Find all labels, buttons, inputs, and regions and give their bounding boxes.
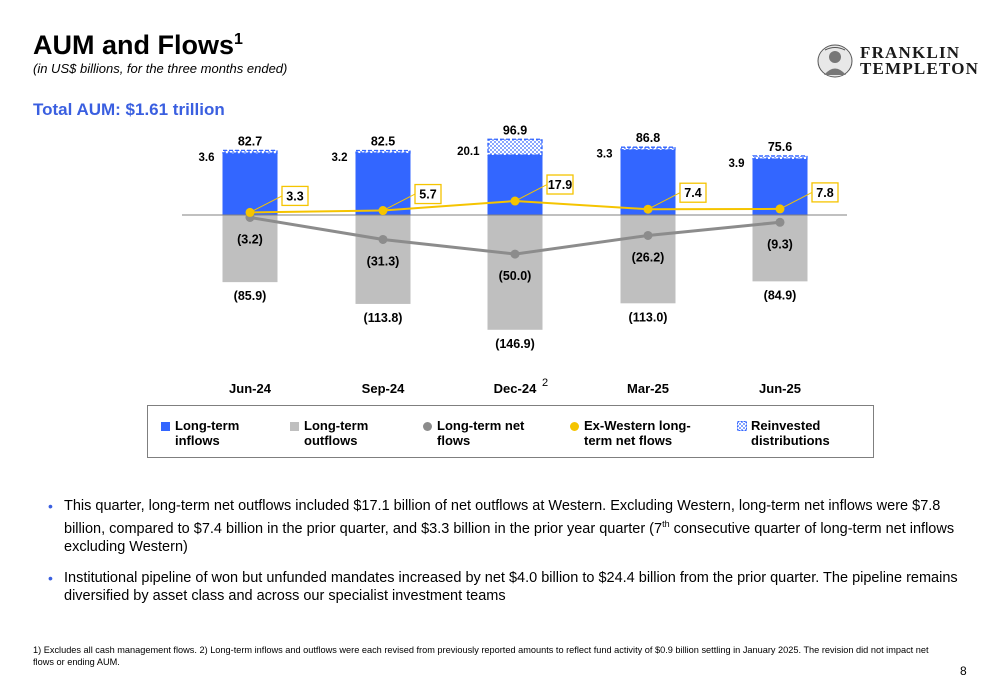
- net-flow-label-sep-24: (31.3): [367, 254, 400, 268]
- ex-western-label-mar-25: 7.4: [684, 186, 701, 200]
- net-flow-label-mar-25: (26.2): [632, 250, 665, 264]
- callout-box-ex-western-mar-25: [679, 182, 707, 203]
- callout-box-ex-western-jun-25: [811, 182, 839, 203]
- bar-reinvested-sep-24: [355, 149, 411, 154]
- outflow-label-jun-25: (84.9): [764, 288, 797, 302]
- leader-ex-western-jun-24: [249, 195, 283, 213]
- legend-swatch-reinvested: [737, 421, 747, 431]
- bar-reinvested-jun-24: [222, 149, 278, 154]
- reinvested-label-sep-24: 3.2: [332, 152, 348, 164]
- point-net-flows-mar-25: [643, 230, 653, 240]
- bar-outflows-mar-25: [620, 215, 676, 304]
- category-label-jun-25: Jun-25: [759, 381, 801, 396]
- page-title: AUM and Flows1: [33, 30, 243, 61]
- logo-word-templeton: TEMPLETON: [860, 59, 980, 78]
- bar-reinvested-dec-24: [487, 138, 543, 156]
- bullet-text: Institutional pipeline of won but unfund…: [64, 569, 958, 604]
- legend-swatch-ex-western: [570, 422, 579, 431]
- chart-legend: Long-term inflows Long-term outflows Lon…: [147, 405, 874, 458]
- bar-outflows-dec-24: [487, 215, 543, 330]
- bar-reinvested-jun-25: [752, 155, 808, 160]
- commentary-bullets: • This quarter, long-term net outflows i…: [48, 497, 958, 618]
- leader-ex-western-mar-25: [647, 192, 681, 210]
- bar-inflows-jun-24: [222, 153, 278, 215]
- net-flow-label-jun-25: (9.3): [767, 237, 793, 251]
- callout-box-ex-western-jun-24: [281, 185, 309, 207]
- net-flow-label-jun-24: (3.2): [237, 233, 263, 247]
- bullet-item: • This quarter, long-term net outflows i…: [48, 497, 958, 556]
- footnote: 1) Excludes all cash management flows. 2…: [33, 645, 929, 667]
- category-label-jun-24: Jun-24: [229, 381, 272, 396]
- ex-western-label-jun-25: 7.8: [816, 186, 833, 200]
- category-label-sep-24: Sep-24: [362, 381, 405, 396]
- bar-inflows-dec-24: [487, 154, 543, 215]
- total-aum: Total AUM: $1.61 trillion: [33, 100, 225, 119]
- callout-box-ex-western-sep-24: [414, 183, 442, 205]
- franklin-portrait-icon: [817, 44, 853, 78]
- logo-word-franklin: FRANKLIN: [860, 43, 961, 62]
- legend-swatch-net-flows: [423, 422, 432, 431]
- legend-swatch-inflows: [161, 422, 170, 431]
- category-label-mar-25: Mar-25: [627, 381, 669, 396]
- legend-label: Long-term net flows: [437, 418, 525, 448]
- point-net-flows-jun-25: [775, 217, 785, 227]
- reinvested-label-jun-25: 3.9: [729, 158, 745, 170]
- total-label-mar-25: 86.8: [636, 131, 660, 145]
- bar-inflows-sep-24: [355, 153, 411, 215]
- total-label-sep-24: 82.5: [371, 135, 395, 149]
- franklin-templeton-logo: FRANKLIN TEMPLETON: [815, 43, 978, 78]
- bar-outflows-sep-24: [355, 215, 411, 304]
- reinvested-label-dec-24: 20.1: [457, 146, 480, 158]
- total-label-jun-25: 75.6: [768, 140, 792, 154]
- leader-ex-western-sep-24: [382, 193, 416, 211]
- bullet-dot-icon: •: [48, 498, 53, 514]
- callout-box-ex-western-dec-24: [546, 174, 574, 195]
- leader-ex-western-jun-25: [779, 191, 813, 210]
- outflow-label-mar-25: (113.0): [629, 310, 668, 324]
- title-text: AUM and Flows: [33, 30, 234, 60]
- total-label-dec-24: 96.9: [503, 123, 527, 137]
- bar-inflows-mar-25: [620, 149, 676, 215]
- total-label-jun-24: 82.7: [238, 134, 262, 148]
- ex-western-label-dec-24: 17.9: [548, 178, 572, 192]
- legend-swatch-outflows: [290, 422, 299, 431]
- point-net-flows-dec-24: [510, 249, 520, 259]
- ex-western-label-jun-24: 3.3: [286, 189, 303, 203]
- bullet-text: This quarter, long-term net outflows inc…: [64, 498, 941, 537]
- legend-label: Long-term outflows: [304, 418, 369, 448]
- bar-outflows-jun-24: [222, 215, 278, 283]
- aum-flows-chart: 82.7 3.6 (85.9) Jun-24 82.5 3.2 (113.8) Sep-24 9…: [182, 123, 847, 396]
- outflow-label-jun-24: (85.9): [234, 289, 267, 303]
- bullet-superscript: th: [662, 519, 670, 529]
- bullet-item: • Institutional pipeline of won but unfu…: [48, 569, 958, 605]
- net-flow-label-dec-24: (50.0): [499, 269, 532, 283]
- category-footnote-mark: 2: [542, 377, 548, 389]
- category-label-dec-24: Dec-24: [494, 381, 537, 396]
- ex-western-label-sep-24: 5.7: [419, 188, 436, 202]
- bullet-dot-icon: •: [48, 569, 53, 586]
- legend-label: Ex-Western long- term net flows: [584, 418, 691, 448]
- leader-ex-western-dec-24: [514, 184, 548, 202]
- bar-reinvested-mar-25: [620, 146, 676, 151]
- outflow-label-dec-24: (146.9): [495, 337, 535, 351]
- legend-label: Reinvested distributions: [751, 418, 830, 448]
- legend-label: Long-term inflows: [175, 418, 240, 448]
- reinvested-label-mar-25: 3.3: [597, 149, 613, 161]
- point-net-flows-sep-24: [378, 234, 388, 244]
- page-subtitle: (in US$ billions, for the three months e…: [33, 61, 288, 76]
- title-footnote-mark: 1: [234, 31, 243, 48]
- outflow-label-sep-24: (113.8): [364, 311, 403, 325]
- bullet-text-cont: consecutive quarter of long-term net inf…: [64, 520, 955, 555]
- page-number: 8: [960, 664, 967, 678]
- reinvested-label-jun-24: 3.6: [199, 152, 215, 164]
